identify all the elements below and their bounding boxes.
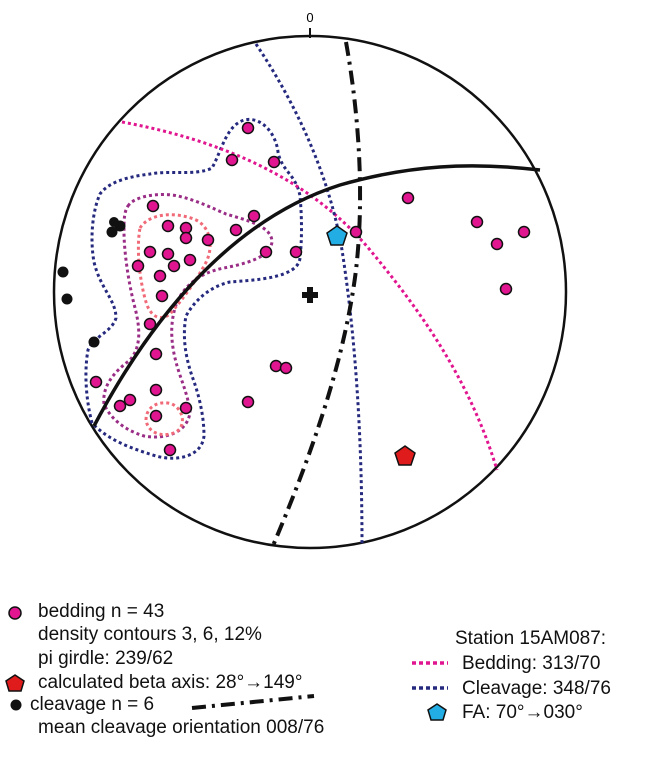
bedding-pole <box>517 225 531 239</box>
north-label: 0 <box>306 10 313 25</box>
bedding-pole <box>143 317 157 331</box>
cleavage-pole <box>88 336 100 348</box>
cleavage-pole <box>109 217 119 227</box>
mean-cleavage-great-circle <box>270 41 363 549</box>
bedding-pole <box>269 359 283 373</box>
bedding-pole <box>146 199 160 213</box>
bedding-pole <box>401 191 415 205</box>
bedding-pole <box>259 245 273 259</box>
legend-cleavage-symbol <box>10 699 22 711</box>
bedding-pole <box>499 282 513 296</box>
legend-mean-cleavage-line <box>191 694 315 710</box>
legend-bedding-plane-line <box>412 661 448 665</box>
legend-cleavage-plane-line <box>412 686 448 690</box>
bedding-poles <box>89 121 531 457</box>
bedding-pole <box>241 121 255 135</box>
stereonet-diagram: 0 <box>52 10 568 550</box>
center-cross-icon <box>302 287 318 303</box>
bedding-pole <box>349 225 363 239</box>
legend-cleavage-label: cleavage n = 6 <box>30 694 155 715</box>
bedding-pole <box>149 409 163 423</box>
cleavage-poles <box>57 217 126 348</box>
legend-beta-axis-symbol <box>5 674 25 692</box>
bedding-pole <box>247 209 261 223</box>
legend-girdle-label: pi girdle: 239/62 <box>38 648 174 669</box>
bedding-pole <box>167 259 181 273</box>
legend-fold-axis-label: FA: 70°→030° <box>462 702 583 723</box>
bedding-pole <box>179 231 193 245</box>
beta-axis-marker <box>394 445 416 466</box>
bedding-pole <box>179 401 193 415</box>
contour-3-percent <box>84 117 303 460</box>
pi-girdle-great-circle <box>92 164 541 427</box>
bedding-pole <box>229 223 243 237</box>
bedding-pole <box>267 155 281 169</box>
bedding-pole <box>131 259 145 273</box>
bedding-pole <box>149 347 163 361</box>
legend-fold-axis-symbol <box>427 703 447 721</box>
bedding-pole <box>161 219 175 233</box>
contour-6-percent <box>102 192 274 439</box>
bedding-plane-great-circle <box>121 120 499 471</box>
bedding-pole <box>153 269 167 283</box>
bedding-pole <box>225 153 239 167</box>
bedding-pole <box>149 383 163 397</box>
bedding-pole <box>123 393 137 407</box>
bedding-pole <box>241 395 255 409</box>
legend-bedding-symbol <box>8 606 22 620</box>
bedding-pole <box>143 245 157 259</box>
bedding-pole <box>201 233 215 247</box>
bedding-pole <box>161 247 175 261</box>
bedding-pole <box>470 215 484 229</box>
fold-axis-marker <box>326 225 348 246</box>
bedding-pole <box>279 361 293 375</box>
bedding-pole <box>155 289 169 303</box>
legend-cleavage-plane-label: Cleavage: 348/76 <box>462 678 611 699</box>
legend-mean-cleavage-label: mean cleavage orientation 008/76 <box>38 717 325 738</box>
bedding-pole <box>289 245 303 259</box>
bedding-pole <box>163 443 177 457</box>
bedding-pole <box>490 237 504 251</box>
legend-beta-axis-label: calculated beta axis: 28°→149° <box>38 672 303 693</box>
cleavage-pole <box>57 266 69 278</box>
legend-contours-label: density contours 3, 6, 12% <box>38 624 262 645</box>
station-label: Station 15AM087: <box>455 628 607 649</box>
bedding-pole <box>113 399 127 413</box>
bedding-pole <box>183 253 197 267</box>
bedding-pole <box>89 375 103 389</box>
cleavage-pole <box>61 293 73 305</box>
legend-bedding-label: bedding n = 43 <box>38 601 165 622</box>
cleavage-pole <box>106 226 118 238</box>
legend-bedding-plane-label: Bedding: 313/70 <box>462 653 601 674</box>
